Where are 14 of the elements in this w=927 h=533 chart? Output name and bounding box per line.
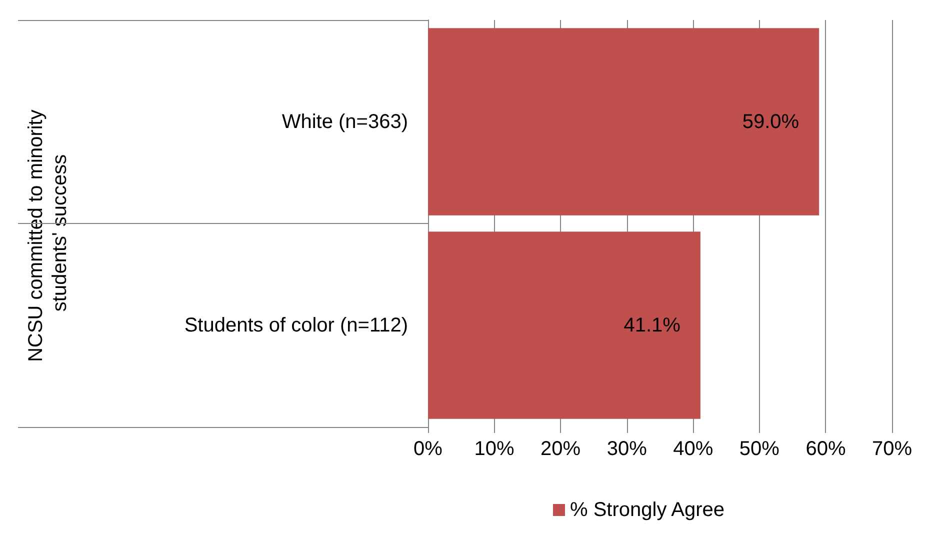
x-tick-label: 50% <box>739 438 780 460</box>
data-label: 59.0% <box>742 110 800 133</box>
data-label: 41.1% <box>624 314 681 336</box>
x-tick-label: 10% <box>474 438 515 460</box>
y-tick-label: White (n=363) <box>282 110 408 133</box>
legend-label: % Strongly Agree <box>570 499 725 521</box>
text: NCSU committed to minority students' success <box>25 104 71 362</box>
x-tick-label: 70% <box>872 438 912 460</box>
x-tick-label: 20% <box>540 438 581 460</box>
x-tick-label: 40% <box>673 438 714 460</box>
y-tick-label: Students of color (n=112) <box>184 314 408 336</box>
x-tick-label: 60% <box>806 438 846 460</box>
x-tick-label: 0% <box>414 438 443 460</box>
x-tick-label: 30% <box>606 438 648 460</box>
